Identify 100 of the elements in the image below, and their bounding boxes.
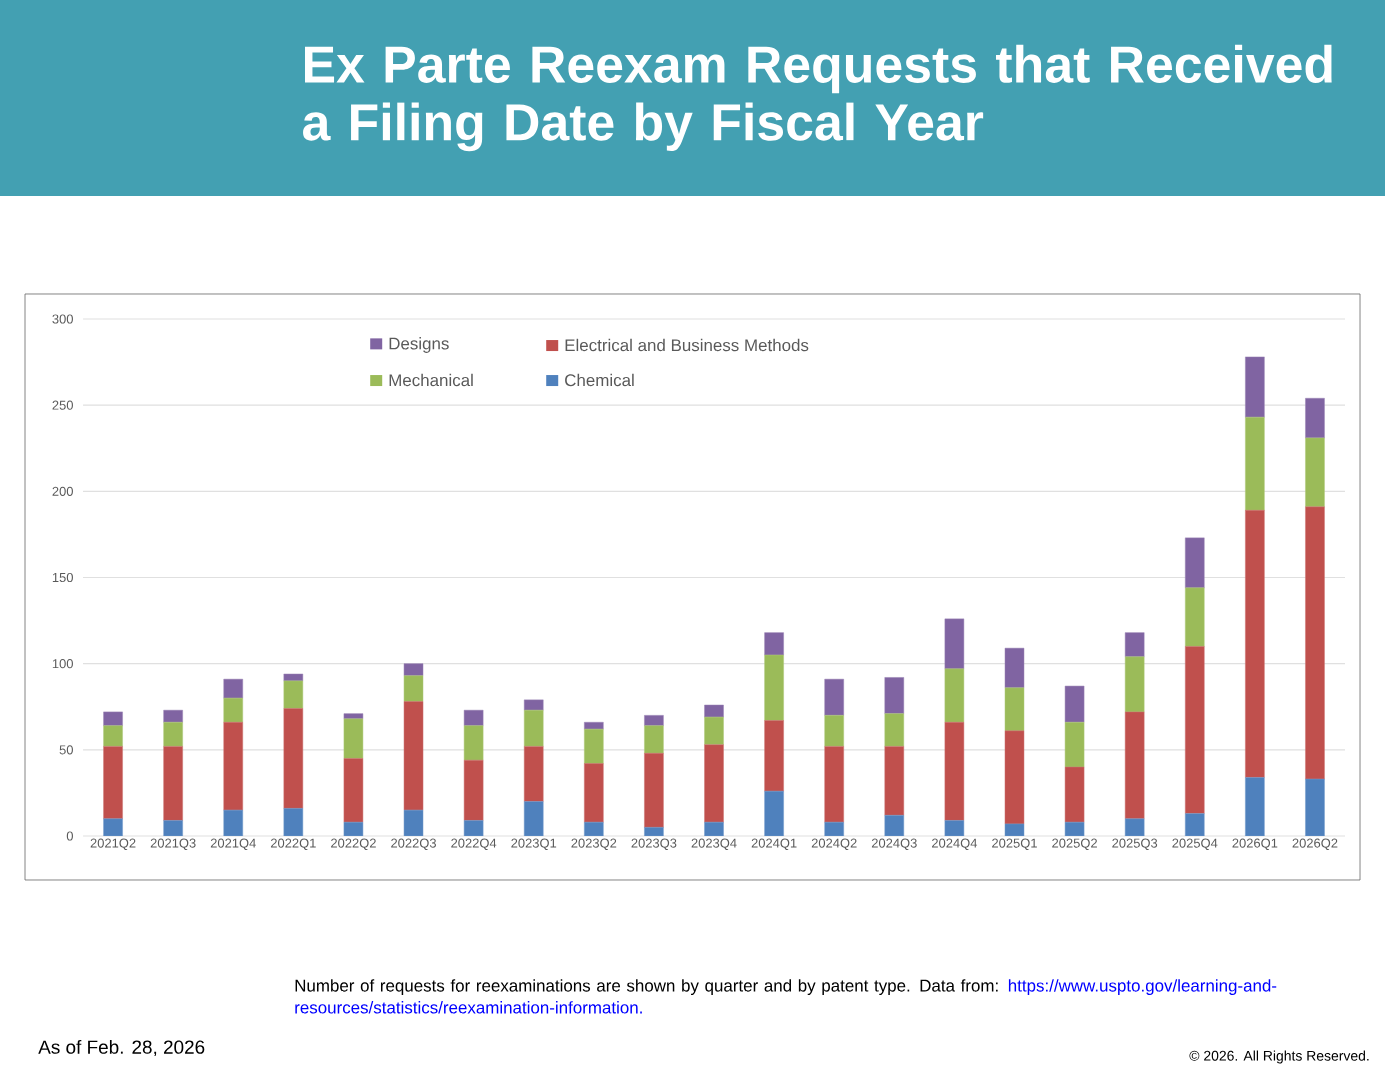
bar xyxy=(584,821,604,836)
bar xyxy=(944,668,965,723)
x-tick-label: 2021Q2 xyxy=(90,838,136,851)
bar xyxy=(1185,813,1205,836)
bar xyxy=(223,697,243,723)
legend-label: Mechanical xyxy=(389,373,473,387)
bar xyxy=(764,654,784,721)
text: https://www.uspto.gov/learning-and- xyxy=(1008,979,1277,995)
y-tick-label: 50 xyxy=(59,745,73,755)
x-tick-label: 2022Q4 xyxy=(451,838,497,851)
bar xyxy=(1245,777,1265,836)
bar xyxy=(644,753,664,828)
x-tick-label: 2022Q3 xyxy=(391,838,437,851)
bar xyxy=(1064,722,1085,768)
x-tick-label: 2023Q2 xyxy=(571,838,617,851)
x-tick-label: 2022Q1 xyxy=(270,838,316,851)
bar xyxy=(1185,646,1205,814)
x-tick-label: 2023Q1 xyxy=(511,838,557,851)
bar xyxy=(584,763,604,823)
y-tick-label: 0 xyxy=(66,831,73,841)
text: Number of requests for reexaminations are shown by quarter and by patent type. Data from: xyxy=(295,979,998,995)
bar xyxy=(343,821,364,836)
x-tick-label: 2024Q4 xyxy=(932,838,978,851)
bar xyxy=(523,709,544,747)
y-tick-label: 150 xyxy=(52,572,73,583)
bar xyxy=(403,701,424,811)
x-tick-label: 2024Q3 xyxy=(871,838,917,851)
legend-label: Electrical and Business Methods xyxy=(565,338,809,352)
bar xyxy=(283,673,304,682)
bar xyxy=(1004,647,1025,689)
y-tick-label: 300 xyxy=(52,314,73,324)
bar xyxy=(1305,437,1325,508)
bar xyxy=(884,713,905,747)
bar xyxy=(824,821,844,836)
bar xyxy=(1305,506,1325,780)
bar xyxy=(343,758,364,823)
bar xyxy=(1124,711,1145,820)
bar xyxy=(283,680,304,709)
bar xyxy=(1305,398,1325,439)
bar xyxy=(644,725,664,754)
bar xyxy=(1064,766,1085,823)
bar xyxy=(944,820,965,836)
bar xyxy=(704,704,724,718)
x-tick-label: 2022Q2 xyxy=(331,838,376,851)
bar xyxy=(283,808,304,836)
bar xyxy=(644,827,664,836)
bar xyxy=(523,801,544,836)
bar xyxy=(944,618,965,670)
bar xyxy=(764,720,784,792)
bar xyxy=(163,722,183,747)
bar xyxy=(824,746,844,823)
bar xyxy=(644,715,664,726)
x-tick-label: 2025Q4 xyxy=(1172,838,1218,851)
bar xyxy=(403,809,424,836)
bar xyxy=(403,663,424,676)
x-tick-label: 2024Q1 xyxy=(751,838,797,851)
text: resources/statistics/reexamination-information. xyxy=(295,1001,642,1014)
bar xyxy=(523,699,544,711)
bar xyxy=(343,713,364,720)
bar xyxy=(764,632,784,656)
bar xyxy=(1004,730,1025,825)
bar xyxy=(704,716,724,745)
x-tick-label: 2021Q3 xyxy=(150,838,196,851)
bar xyxy=(944,722,965,821)
y-tick-label: 200 xyxy=(52,486,73,496)
x-tick-label: 2024Q2 xyxy=(811,838,857,851)
bar xyxy=(103,711,123,726)
bar xyxy=(704,744,724,823)
bar xyxy=(463,725,484,761)
bar xyxy=(884,815,905,836)
bar xyxy=(884,746,905,816)
x-tick-label: 2021Q4 xyxy=(210,838,256,851)
x-tick-label: 2025Q3 xyxy=(1112,838,1158,851)
bar xyxy=(523,746,544,802)
bar xyxy=(1064,685,1085,723)
bar xyxy=(223,722,243,811)
bar xyxy=(884,677,905,714)
bar xyxy=(1245,416,1265,511)
bar xyxy=(1124,656,1145,713)
x-tick-label: 2026Q1 xyxy=(1232,838,1278,851)
x-tick-label: 2025Q1 xyxy=(992,838,1037,851)
bar xyxy=(1124,818,1145,836)
bar xyxy=(824,715,844,747)
bar xyxy=(403,675,424,702)
bar xyxy=(223,809,243,836)
bar xyxy=(163,820,183,836)
bar xyxy=(1185,537,1205,589)
bar xyxy=(764,790,784,836)
bar xyxy=(1004,687,1025,732)
bar xyxy=(463,820,484,836)
y-tick-label: 250 xyxy=(52,400,73,410)
bar xyxy=(223,678,243,699)
bar xyxy=(1124,632,1145,658)
x-tick-label: 2023Q3 xyxy=(631,838,677,851)
legend-label: Designs xyxy=(389,337,449,353)
bar xyxy=(1185,587,1205,647)
bar xyxy=(163,746,183,821)
bar xyxy=(103,746,123,820)
bar xyxy=(1305,778,1325,836)
y-tick-label: 100 xyxy=(52,659,73,669)
